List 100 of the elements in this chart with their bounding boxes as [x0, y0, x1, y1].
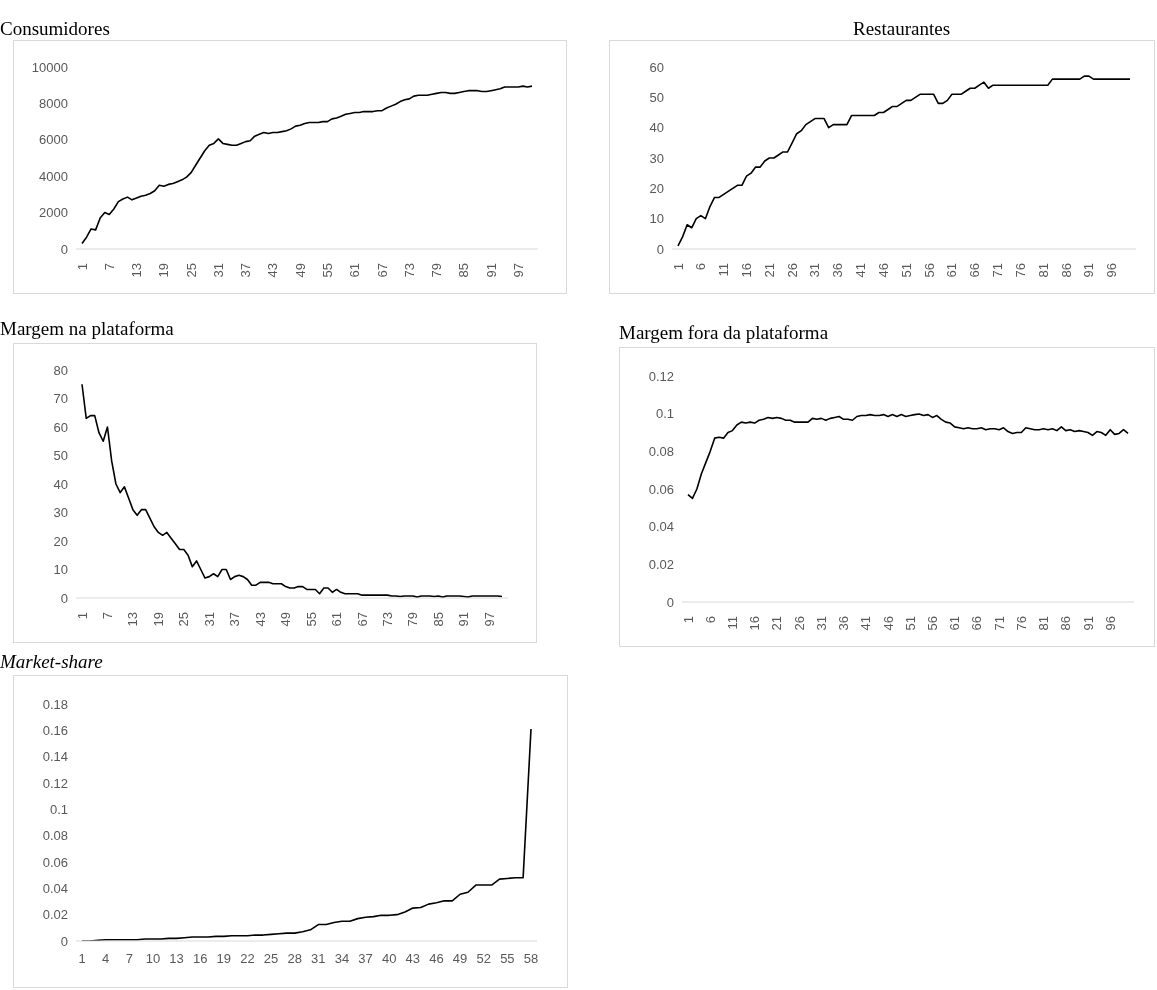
- x-tick-label: 76: [1013, 616, 1029, 631]
- x-tick-label: 13: [129, 263, 145, 278]
- y-tick-label: 0: [60, 241, 68, 257]
- x-tick-label: 26: [791, 616, 807, 631]
- x-tick-label: 61: [944, 263, 960, 278]
- y-tick-label: 0.14: [42, 749, 68, 765]
- x-tick-label: 25: [263, 951, 279, 966]
- x-tick-label: 55: [303, 612, 319, 627]
- x-tick-label: 13: [125, 612, 141, 627]
- x-tick-label: 19: [216, 951, 232, 966]
- y-tick-label: 40: [53, 476, 68, 492]
- x-tick-label: 43: [405, 951, 421, 966]
- x-tick-label: 41: [853, 263, 869, 278]
- y-tick-label: 0.04: [42, 880, 68, 896]
- x-tick-label: 49: [278, 612, 294, 627]
- y-tick-label: 10: [649, 211, 664, 227]
- x-tick-label: 31: [807, 263, 823, 278]
- x-tick-label: 21: [769, 616, 785, 631]
- x-tick-label: 6: [693, 263, 709, 271]
- x-tick-label: 16: [747, 616, 763, 631]
- y-tick-label: 0.06: [648, 481, 674, 497]
- y-tick-label: 2000: [39, 205, 68, 221]
- x-tick-label: 46: [875, 263, 891, 278]
- x-tick-label: 36: [830, 263, 846, 278]
- y-tick-label: 0.12: [42, 775, 68, 791]
- x-tick-label: 67: [354, 612, 370, 627]
- y-tick-label: 30: [649, 150, 664, 166]
- y-tick-label: 0: [656, 241, 664, 257]
- chart-title: Restaurantes: [853, 18, 951, 40]
- x-tick-label: 25: [176, 612, 192, 627]
- y-tick-label: 10000: [31, 59, 68, 75]
- y-tick-label: 0.06: [42, 854, 68, 870]
- y-tick-label: 80: [53, 362, 68, 378]
- x-tick-label: 40: [381, 951, 397, 966]
- x-tick-label: 21: [761, 263, 777, 278]
- y-tick-label: 40: [649, 120, 664, 136]
- x-tick-label: 79: [405, 612, 421, 627]
- y-tick-label: 0: [60, 933, 68, 949]
- x-tick-label: 55: [319, 263, 335, 278]
- x-tick-label: 31: [201, 612, 217, 627]
- x-tick-label: 86: [1058, 616, 1074, 631]
- y-tick-label: 0.16: [42, 722, 68, 738]
- x-tick-label: 19: [150, 612, 166, 627]
- x-tick-label: 52: [476, 951, 491, 966]
- x-tick-label: 67: [374, 263, 390, 278]
- x-tick-label: 46: [880, 616, 896, 631]
- x-tick-label: 1: [74, 612, 90, 620]
- x-tick-label: 96: [1102, 616, 1118, 631]
- y-tick-label: 0.08: [42, 828, 68, 844]
- x-tick-label: 19: [156, 263, 172, 278]
- x-tick-label: 37: [227, 612, 243, 627]
- x-tick-label: 71: [991, 616, 1007, 631]
- x-tick-label: 58: [523, 951, 539, 966]
- y-tick-label: 60: [649, 59, 664, 75]
- line-series: [81, 383, 503, 598]
- x-tick-label: 31: [813, 616, 829, 631]
- x-tick-label: 6: [702, 616, 718, 624]
- x-tick-label: 61: [947, 616, 963, 631]
- x-tick-label: 56: [924, 616, 940, 631]
- x-tick-label: 11: [716, 263, 732, 277]
- x-tick-label: 31: [311, 951, 326, 966]
- x-tick-label: 1: [74, 263, 90, 271]
- x-tick-label: 10: [145, 951, 161, 966]
- line-series: [677, 75, 1131, 247]
- x-tick-label: 41: [858, 616, 874, 631]
- y-tick-label: 0: [60, 590, 68, 606]
- x-tick-label: 22: [240, 951, 255, 966]
- y-tick-label: 0.12: [648, 368, 674, 384]
- line-series: [81, 85, 533, 245]
- chart-title: Margem na plataforma: [0, 318, 174, 340]
- y-tick-label: 10: [53, 562, 68, 578]
- y-tick-label: 30: [53, 505, 68, 521]
- x-tick-label: 7: [101, 263, 117, 271]
- x-tick-label: 43: [252, 612, 268, 627]
- x-tick-label: 7: [99, 612, 115, 620]
- x-tick-label: 7: [125, 951, 133, 966]
- x-tick-label: 4: [102, 951, 110, 966]
- y-tick-label: 0.02: [648, 556, 674, 572]
- y-tick-label: 0.18: [42, 696, 68, 712]
- chart-title: Market-share: [0, 651, 103, 673]
- x-tick-label: 31: [210, 263, 226, 278]
- x-tick-label: 76: [1012, 263, 1028, 278]
- x-tick-label: 1: [78, 951, 86, 966]
- x-tick-label: 97: [510, 263, 526, 278]
- y-tick-label: 0.02: [42, 907, 68, 923]
- x-tick-label: 91: [456, 612, 472, 627]
- x-tick-label: 71: [990, 263, 1006, 278]
- chart-title: Consumidores: [0, 18, 110, 40]
- y-tick-label: 0: [666, 594, 674, 610]
- x-tick-label: 91: [1080, 616, 1096, 631]
- y-tick-label: 8000: [39, 96, 68, 112]
- x-tick-label: 56: [921, 263, 937, 278]
- x-tick-label: 25: [183, 263, 199, 278]
- x-tick-label: 73: [401, 263, 417, 278]
- x-tick-label: 34: [334, 951, 350, 966]
- x-tick-label: 81: [1035, 263, 1051, 278]
- chart-title: Margem fora da plataforma: [619, 322, 829, 344]
- x-tick-label: 37: [238, 263, 254, 278]
- x-tick-label: 13: [169, 951, 184, 966]
- x-tick-label: 96: [1104, 263, 1120, 278]
